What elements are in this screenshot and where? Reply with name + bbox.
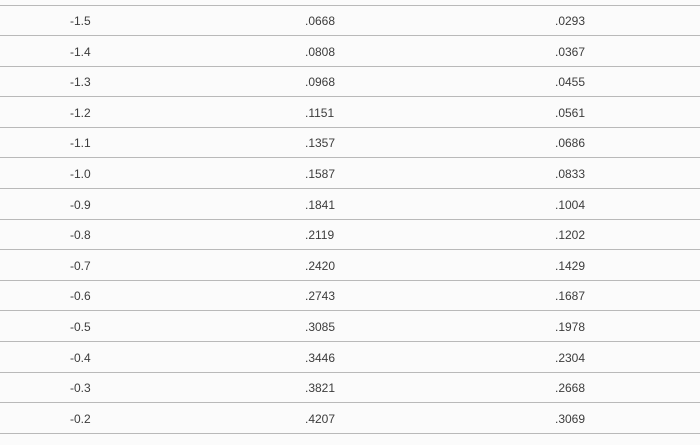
table-cell: -0.3 — [70, 381, 91, 396]
table-border — [0, 5, 700, 6]
table-row: -0.9 .1841 .1004 — [0, 190, 700, 220]
table-cell: -0.5 — [70, 320, 91, 334]
table-cell: -0.4 — [70, 350, 91, 365]
table-row: -0.7 .2420 .1429 — [0, 251, 700, 281]
table-cell: .0833 — [555, 167, 586, 181]
table-cell: -0.9 — [70, 197, 91, 212]
table-row: -0.6 .2743 .1687 — [0, 281, 700, 312]
table-cell: .0293 — [555, 14, 586, 28]
table-cell: -1.5 — [70, 14, 91, 28]
table-cell: -0.6 — [70, 289, 91, 304]
table-row: -0.2 .4207 .3069 — [0, 404, 700, 434]
table-row: -1.3 .0968 .0455 — [0, 67, 700, 98]
table-cell: -1.3 — [70, 75, 91, 90]
table-cell: -1.2 — [70, 105, 91, 120]
table-cell: .3085 — [305, 320, 336, 334]
table-cell: .1841 — [305, 197, 336, 212]
table-row: -1.2 .1151 .0561 — [0, 98, 700, 128]
table-cell: .0561 — [555, 105, 586, 120]
table-row: -0.5 .3085 .1978 — [0, 312, 700, 342]
table-cell: .3069 — [555, 411, 586, 426]
table-cell: .1151 — [305, 105, 335, 120]
table-cell: .2668 — [555, 381, 586, 396]
table-cell: -0.7 — [70, 258, 91, 273]
table-cell: .0968 — [305, 75, 336, 90]
table-row: -1.5 .0668 .0293 — [0, 6, 700, 36]
table-cell: -1.0 — [70, 167, 91, 181]
table-row: -0.8 .2119 .1202 — [0, 220, 700, 251]
table-cell: .2743 — [305, 289, 336, 304]
table-cell: .1004 — [555, 197, 586, 212]
table-cell: .0668 — [305, 14, 336, 28]
table-row: -1.4 .0808 .0367 — [0, 37, 700, 67]
table-row: -0.4 .3446 .2304 — [0, 343, 700, 373]
table-cell: .4207 — [305, 411, 336, 426]
table-row: -1.0 .1587 .0833 — [0, 159, 700, 189]
table-row: -0.3 .3821 .2668 — [0, 373, 700, 404]
table-cell: -0.2 — [70, 411, 91, 426]
table-cell: .2119 — [305, 228, 335, 243]
table-cell: .3446 — [305, 350, 336, 365]
table-cell: .1202 — [555, 228, 586, 243]
table-cell: .0808 — [305, 44, 336, 59]
table-cell: .1357 — [305, 136, 336, 151]
table-row: -1.1 .1357 .0686 — [0, 128, 700, 159]
table-cell: -0.8 — [70, 228, 91, 243]
table-cell: .3821 — [305, 381, 336, 396]
table-cell: -1.4 — [70, 44, 91, 59]
table-cell: .1687 — [555, 289, 586, 304]
table-cell: .2304 — [555, 350, 586, 365]
table-cell: .1429 — [555, 258, 586, 273]
table-cell: .0686 — [555, 136, 586, 151]
table-cell: -1.1 — [70, 136, 91, 151]
table-cell: .2420 — [305, 258, 336, 273]
table-cell: .1978 — [555, 320, 586, 334]
table-cell: .0367 — [555, 44, 586, 59]
table-cell: .1587 — [305, 167, 336, 181]
table-cell: .0455 — [555, 75, 586, 90]
